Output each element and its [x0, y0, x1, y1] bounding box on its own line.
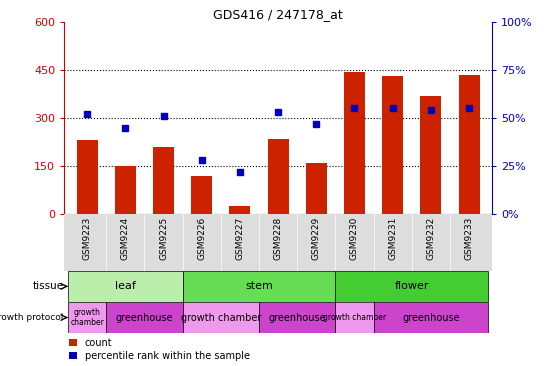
Text: GSM9233: GSM9233	[465, 217, 473, 260]
Text: greenhouse: greenhouse	[268, 313, 326, 322]
Text: GSM9228: GSM9228	[273, 217, 283, 260]
Bar	[106, 302, 183, 333]
Bar	[382, 76, 403, 214]
Text: stem: stem	[245, 281, 273, 291]
Text: growth chamber: growth chamber	[323, 313, 386, 322]
Title: GDS416 / 247178_at: GDS416 / 247178_at	[213, 8, 343, 21]
Text: GSM9232: GSM9232	[427, 217, 435, 260]
Bar	[115, 166, 136, 214]
Bar	[458, 75, 480, 214]
Bar	[268, 139, 288, 214]
Text: leaf: leaf	[115, 281, 136, 291]
Text: GSM9231: GSM9231	[388, 217, 397, 260]
Bar	[153, 147, 174, 214]
Text: greenhouse: greenhouse	[402, 313, 459, 322]
Bar	[259, 302, 335, 333]
Bar	[68, 271, 183, 302]
Bar	[183, 271, 335, 302]
Text: GSM9223: GSM9223	[83, 217, 92, 260]
Bar	[335, 271, 488, 302]
Bar	[77, 141, 98, 214]
Text: GSM9225: GSM9225	[159, 217, 168, 260]
Text: GSM9229: GSM9229	[312, 217, 321, 260]
Bar	[191, 176, 212, 214]
Text: growth chamber: growth chamber	[181, 313, 261, 322]
Bar	[68, 302, 106, 333]
Bar	[344, 72, 365, 214]
Legend: count, percentile rank within the sample: count, percentile rank within the sample	[69, 338, 250, 361]
Text: GSM9226: GSM9226	[197, 217, 206, 260]
Bar	[306, 163, 327, 214]
Bar	[335, 302, 373, 333]
Text: GSM9227: GSM9227	[235, 217, 244, 260]
Bar	[373, 302, 488, 333]
Text: growth
chamber: growth chamber	[70, 308, 104, 327]
Text: flower: flower	[395, 281, 429, 291]
Bar	[420, 96, 441, 214]
Text: tissue: tissue	[32, 281, 64, 291]
Bar	[229, 206, 250, 214]
Text: greenhouse: greenhouse	[116, 313, 173, 322]
Text: GSM9224: GSM9224	[121, 217, 130, 260]
Text: GSM9230: GSM9230	[350, 217, 359, 260]
Text: growth protocol: growth protocol	[0, 313, 64, 322]
Bar	[183, 302, 259, 333]
